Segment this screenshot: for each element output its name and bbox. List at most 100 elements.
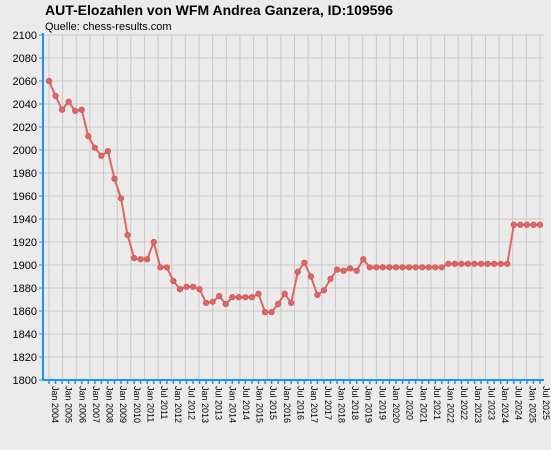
- x-tick-label: Jul 2011: [159, 386, 169, 419]
- y-tick-label: 1980: [13, 168, 37, 180]
- data-point: [504, 260, 511, 267]
- data-point: [91, 144, 98, 151]
- x-tick-label: Jul 2017: [323, 386, 333, 420]
- data-point: [261, 309, 269, 316]
- x-tick-label: Jan 2016: [282, 386, 292, 423]
- x-tick-label: Jan 2022: [446, 386, 456, 423]
- y-tick-label: 1960: [13, 191, 37, 203]
- data-point: [301, 259, 308, 266]
- x-tick-label: Jul 2015: [268, 386, 278, 420]
- data-point: [477, 260, 485, 267]
- x-tick-label: Jul 2024: [514, 386, 524, 420]
- x-tick-label: Jan 2006: [77, 386, 87, 423]
- data-point: [275, 301, 282, 308]
- data-point: [104, 148, 112, 155]
- data-point: [405, 264, 413, 271]
- data-point: [288, 299, 295, 307]
- data-point: [124, 232, 131, 239]
- data-point: [320, 287, 328, 294]
- x-tick-label: Jan 2013: [200, 386, 210, 423]
- data-point: [379, 264, 386, 271]
- data-point: [189, 283, 197, 290]
- chart-subtitle: Quelle: chess-results.com: [45, 21, 172, 33]
- plot-area: [43, 35, 544, 380]
- data-point: [157, 264, 164, 271]
- data-point: [386, 264, 393, 271]
- data-point: [52, 92, 59, 100]
- data-point: [333, 266, 341, 273]
- data-point: [255, 290, 262, 297]
- data-point: [458, 260, 465, 267]
- data-point: [366, 264, 373, 271]
- data-point: [72, 107, 79, 114]
- data-point: [471, 260, 478, 267]
- data-point: [530, 221, 537, 228]
- y-tick-label: 2060: [13, 76, 37, 88]
- y-tick-label: 1860: [13, 306, 37, 318]
- x-tick-label: Jan 2024: [500, 386, 510, 423]
- y-tick-labels: 1800 1820 1840 1860 1880 1900 1920 1940 1960 1980…: [13, 30, 37, 387]
- data-point: [268, 309, 275, 316]
- data-point: [491, 260, 498, 267]
- data-point: [176, 286, 184, 293]
- x-tick-label: Jul 2025: [541, 386, 551, 420]
- data-point: [117, 195, 125, 202]
- data-point: [248, 294, 256, 301]
- data-point: [131, 255, 138, 262]
- data-point: [65, 98, 72, 105]
- x-tick-labels: Jan 2004 Jan 2005 Jan 2006 Jan 2007 Jan 2008…: [50, 386, 551, 423]
- y-tick-label: 1940: [13, 214, 37, 226]
- series: [45, 77, 544, 316]
- data-point: [438, 264, 445, 271]
- x-tick-label: Jan 2009: [118, 386, 128, 423]
- data-point: [196, 286, 203, 293]
- data-point: [517, 221, 524, 228]
- y-tick-label: 1840: [13, 329, 37, 341]
- chart-title: AUT-Elozahlen von WFM Andrea Ganzera, ID…: [45, 2, 393, 18]
- x-tick-label: Jul 2023: [486, 386, 496, 420]
- x-tick-label: Jul 2012: [186, 386, 196, 420]
- x-tick-label: Jan 2023: [473, 386, 483, 423]
- x-tick-label: Jan 2017: [309, 386, 319, 423]
- data-point: [281, 290, 288, 297]
- data-point: [497, 260, 504, 267]
- data-point: [373, 264, 380, 271]
- data-point: [464, 260, 472, 267]
- grid: [43, 34, 544, 381]
- data-point: [536, 221, 544, 228]
- y-tick-label: 1820: [13, 352, 37, 364]
- y-tick-label: 1800: [13, 375, 37, 387]
- data-point: [183, 283, 190, 290]
- data-point: [137, 256, 144, 263]
- data-point: [98, 152, 105, 159]
- x-tick-label: Jan 2015: [255, 386, 265, 423]
- data-point: [510, 221, 517, 228]
- y-tick-label: 2000: [13, 145, 37, 157]
- x-tick-label: Jan 2004: [50, 386, 60, 423]
- x-tick-label: Jan 2007: [91, 386, 101, 423]
- data-point: [209, 298, 216, 305]
- data-point: [45, 77, 53, 85]
- data-point: [445, 260, 452, 267]
- data-point: [58, 106, 66, 113]
- y-tick-label: 2040: [13, 99, 37, 111]
- x-tick-label: Jan 2008: [105, 386, 115, 423]
- x-tick-label: Jul 2019: [377, 386, 387, 420]
- series-line: [48, 80, 540, 314]
- x-tick-label: Jan 2025: [527, 386, 537, 423]
- data-point: [203, 299, 210, 307]
- x-tick-label: Jan 2010: [132, 386, 142, 423]
- data-point: [399, 264, 406, 271]
- data-point: [163, 264, 170, 271]
- x-tick-label: Jul 2020: [405, 386, 415, 420]
- data-point: [216, 292, 223, 300]
- x-tick-label: Jul 2022: [459, 386, 469, 420]
- x-tick-label: Jul 2014: [241, 386, 251, 420]
- x-tick-label: Jan 2020: [391, 386, 401, 423]
- y-tick-label: 2100: [13, 30, 37, 42]
- x-tick-label: Jan 2014: [227, 386, 237, 423]
- data-point: [222, 301, 229, 308]
- data-point: [347, 265, 354, 272]
- data-point: [229, 294, 236, 301]
